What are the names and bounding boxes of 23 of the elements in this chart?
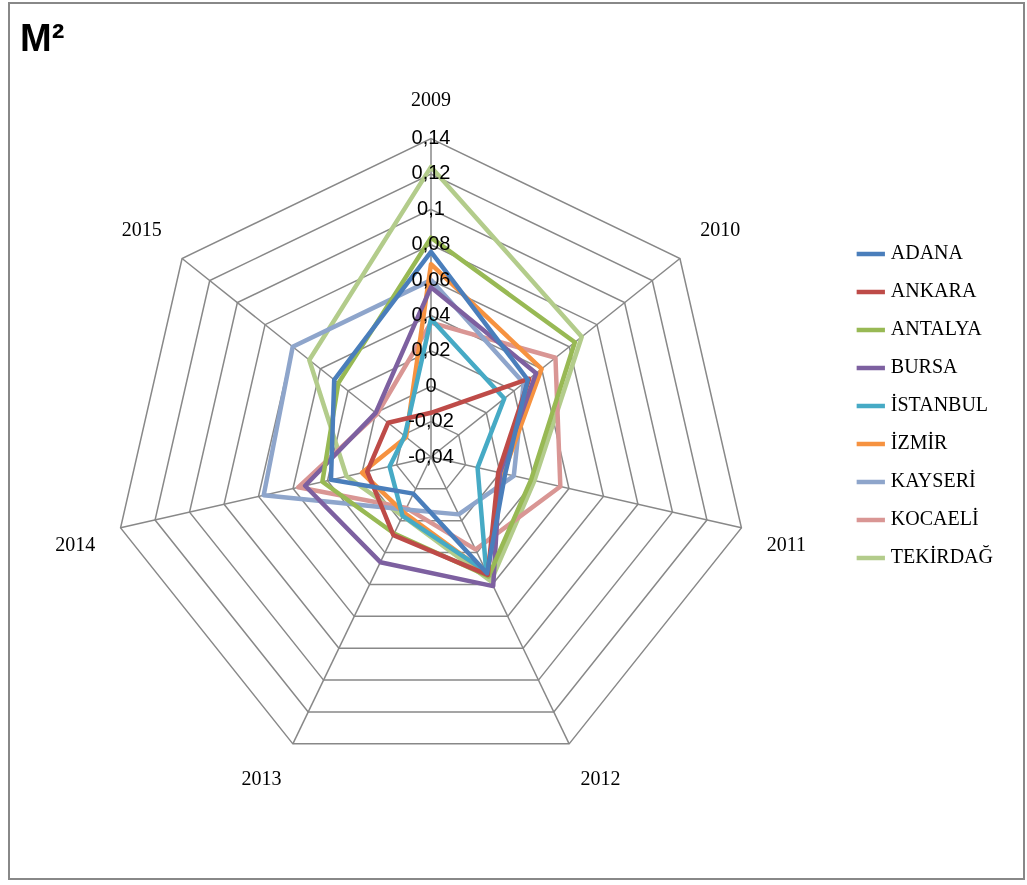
legend-label: ADANA — [890, 241, 964, 264]
legend-label: ANTALYA — [890, 317, 983, 340]
y-tick-label: -0,04 — [408, 444, 454, 467]
legend-label: İSTANBUL — [890, 393, 989, 416]
legend-label: KOCAELİ — [890, 507, 979, 530]
chart-title: M² — [20, 17, 65, 60]
legend-label: ANKARA — [890, 279, 977, 302]
legend-label: KAYSERİ — [890, 469, 976, 492]
spoke-label: 2015 — [121, 217, 162, 240]
y-tick-label: 0,1 — [417, 196, 445, 219]
y-tick-label: -0,02 — [408, 409, 454, 432]
spoke-label: 2012 — [580, 766, 621, 789]
y-tick-label: 0 — [425, 373, 437, 396]
legend-label: TEKİRDAĞ — [890, 545, 994, 568]
legend-label: İZMİR — [890, 431, 949, 454]
spoke-label: 2011 — [766, 532, 807, 555]
y-tick-label: 0,14 — [411, 126, 451, 149]
spoke-label: 2009 — [411, 87, 451, 110]
spoke-label: 2010 — [700, 217, 741, 240]
spoke-label: 2013 — [241, 766, 282, 789]
y-tick-label: 0,12 — [411, 161, 451, 184]
legend-label: BURSA — [890, 355, 959, 378]
spoke-label: 2014 — [55, 532, 96, 555]
